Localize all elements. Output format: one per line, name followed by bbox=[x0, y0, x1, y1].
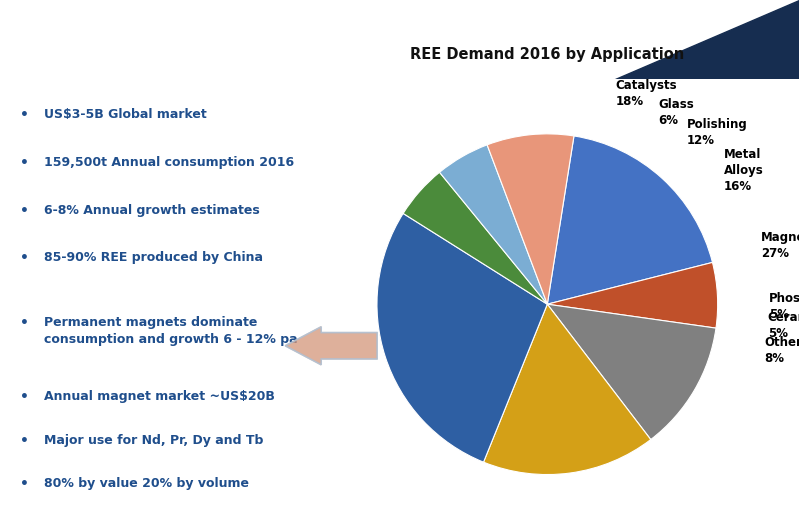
Wedge shape bbox=[439, 145, 547, 304]
Text: Phosphors
5%: Phosphors 5% bbox=[769, 292, 799, 320]
Wedge shape bbox=[547, 304, 716, 440]
Text: •: • bbox=[20, 477, 29, 491]
Text: Polishing
12%: Polishing 12% bbox=[686, 118, 747, 147]
Text: 85-90% REE produced by China: 85-90% REE produced by China bbox=[44, 251, 263, 264]
Text: Catalysts
18%: Catalysts 18% bbox=[616, 79, 678, 108]
Text: •: • bbox=[20, 156, 29, 170]
Text: US$3-5B Global market: US$3-5B Global market bbox=[44, 108, 207, 121]
Text: •: • bbox=[20, 390, 29, 404]
Wedge shape bbox=[487, 134, 574, 304]
Title: REE Demand 2016 by Application: REE Demand 2016 by Application bbox=[410, 47, 685, 62]
Wedge shape bbox=[403, 172, 547, 304]
Text: Annual magnet market ~US$20B: Annual magnet market ~US$20B bbox=[44, 390, 275, 403]
Text: •: • bbox=[20, 433, 29, 448]
Text: 80% by value 20% by volume: 80% by value 20% by volume bbox=[44, 477, 249, 490]
FancyArrow shape bbox=[285, 327, 377, 365]
Text: •: • bbox=[20, 316, 29, 330]
Text: Glass
6%: Glass 6% bbox=[658, 98, 694, 127]
Wedge shape bbox=[377, 213, 547, 462]
Wedge shape bbox=[547, 136, 713, 304]
Wedge shape bbox=[483, 304, 650, 475]
Text: 6-8% Annual growth estimates: 6-8% Annual growth estimates bbox=[44, 203, 260, 216]
Polygon shape bbox=[615, 0, 799, 79]
Text: Metal
Alloys
16%: Metal Alloys 16% bbox=[724, 149, 764, 194]
Text: Permanent magnets dominate
consumption and growth 6 - 12% pa: Permanent magnets dominate consumption a… bbox=[44, 316, 297, 346]
Text: •: • bbox=[20, 108, 29, 122]
Wedge shape bbox=[547, 263, 718, 328]
Text: Other
8%: Other 8% bbox=[764, 336, 799, 365]
Text: Ceramics
5%: Ceramics 5% bbox=[768, 311, 799, 340]
Text: •: • bbox=[20, 251, 29, 265]
Text: Magnets
27%: Magnets 27% bbox=[761, 231, 799, 260]
Text: 159,500t Annual consumption 2016: 159,500t Annual consumption 2016 bbox=[44, 156, 294, 169]
Text: •: • bbox=[20, 203, 29, 218]
Text: Major use for Nd, Pr, Dy and Tb: Major use for Nd, Pr, Dy and Tb bbox=[44, 433, 264, 447]
Text: Rare Earth Demand Drivers: Rare Earth Demand Drivers bbox=[12, 25, 462, 53]
